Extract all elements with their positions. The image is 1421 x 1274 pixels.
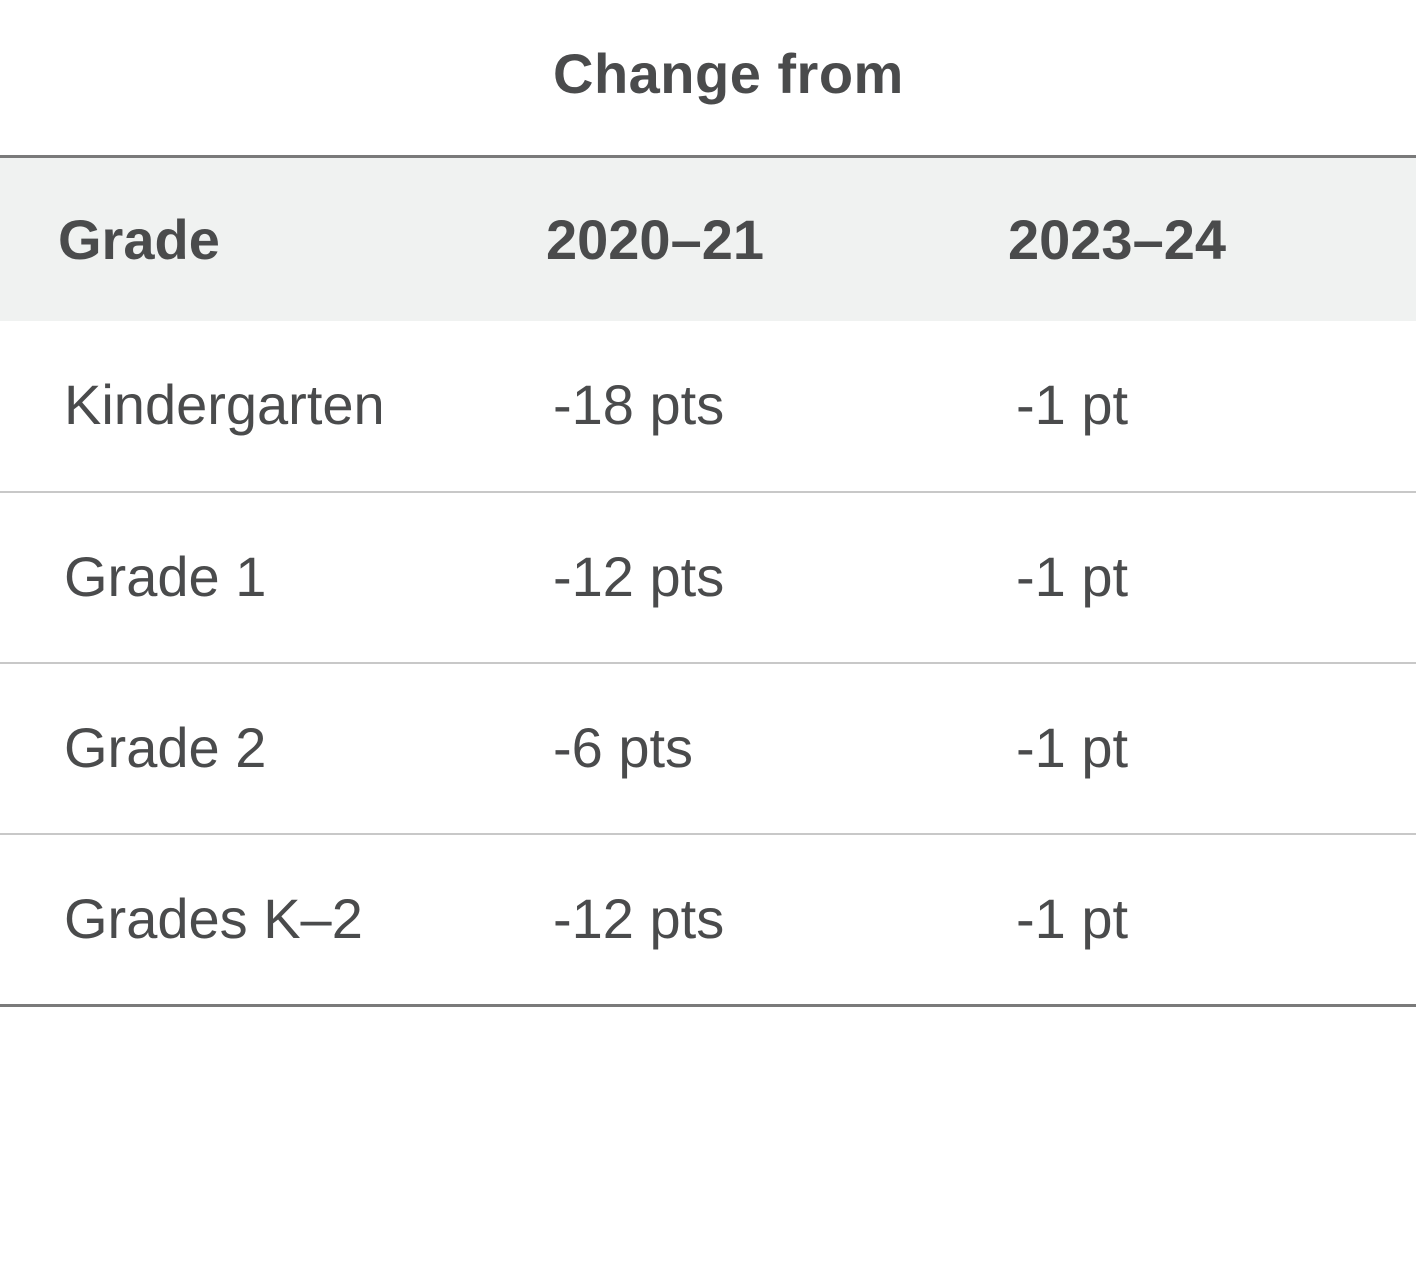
- grade-cell: Grades K–2: [64, 887, 363, 950]
- column-group-header: Change from: [0, 0, 1416, 155]
- table-header-row: Grade 2020–21 2023–24: [0, 158, 1416, 321]
- table-row: Kindergarten -18 pts -1 pt: [0, 321, 1416, 491]
- grade-cell: Grade 1: [64, 545, 267, 608]
- change-2023-24-cell: -1 pt: [1016, 545, 1129, 608]
- column-group-title: Change from: [553, 42, 904, 105]
- change-2020-21-cell: -12 pts: [553, 887, 725, 950]
- change-2023-24-cell: -1 pt: [1016, 373, 1129, 436]
- change-2020-21-cell: -12 pts: [553, 545, 725, 608]
- grade-cell: Kindergarten: [64, 373, 385, 436]
- column-header-grade: Grade: [58, 208, 220, 271]
- change-2020-21-cell: -18 pts: [553, 373, 725, 436]
- column-header-2023-24: 2023–24: [1008, 208, 1227, 271]
- change-2023-24-cell: -1 pt: [1016, 887, 1129, 950]
- table-row: Grades K–2 -12 pts -1 pt: [0, 833, 1416, 1004]
- data-table: Grade 2020–21 2023–24 Kindergarten -18 p…: [0, 155, 1416, 1007]
- table-row: Grade 2 -6 pts -1 pt: [0, 662, 1416, 833]
- table-row: Grade 1 -12 pts -1 pt: [0, 491, 1416, 662]
- change-2023-24-cell: -1 pt: [1016, 716, 1129, 779]
- grade-cell: Grade 2: [64, 716, 267, 779]
- column-header-2020-21: 2020–21: [546, 208, 765, 271]
- change-2020-21-cell: -6 pts: [553, 716, 694, 779]
